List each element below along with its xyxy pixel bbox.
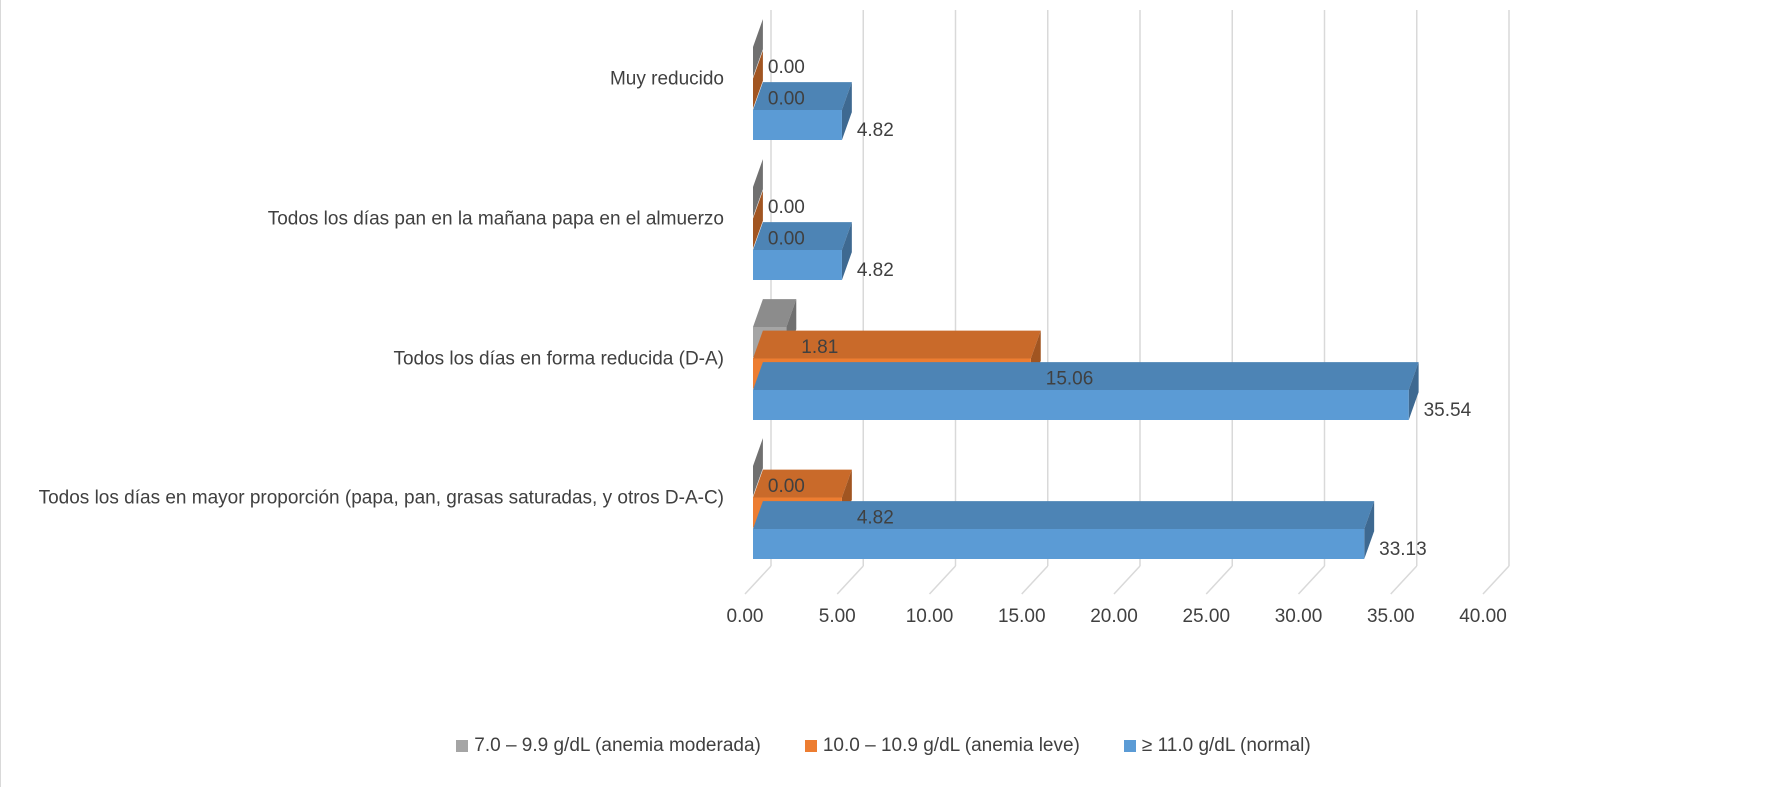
bar [753,159,763,217]
category-labels: Muy reducido Todos los días pan en la mañ… [39,69,724,509]
bar [753,362,1419,420]
bar-front-face [753,529,1365,559]
bar-side-face [1408,362,1419,420]
bar-top-face [753,469,852,498]
bar [753,501,1375,559]
bar [753,50,763,109]
floor-gridline [1297,565,1326,595]
data-label: 0.00 [768,197,805,218]
data-label: 0.00 [768,89,805,110]
legend-label: 7.0 – 9.9 g/dL (anemia moderada) [474,735,761,756]
x-tick-label: 30.00 [1275,606,1323,627]
bar [753,82,852,140]
bar-side-face [841,82,852,140]
x-tick-label: 15.00 [998,606,1046,627]
category-label: Todos los días en mayor proporción (papa… [39,488,724,509]
bars [753,19,1419,559]
floor-gridline [928,565,957,595]
legend-swatch [804,740,817,752]
legend-swatch [456,740,469,752]
category-label: Todos los días en forma reducida (D-A) [393,349,724,370]
x-tick-label: 35.00 [1367,606,1415,627]
category-label: Muy reducido [610,69,724,90]
legend-label: 10.0 – 10.9 g/dL (anemia leve) [822,735,1080,756]
x-tick-label: 20.00 [1090,606,1138,627]
x-tick-label: 40.00 [1459,606,1507,627]
data-labels: 0.00 0.00 4.82 0.00 0.00 4.82 1.81 15.06 35.54 0.… [768,57,1472,560]
x-tick-labels: 0.00 5.00 10.00 15.00 20.00 25.00 30.00 35.00 40… [727,606,1507,627]
category-label: Todos los días pan en la mañana papa en … [268,209,724,230]
floor-gridline [744,565,772,595]
bar-top-face [753,82,852,110]
legend-item-normal: ≥ 11.0 g/dL (normal) [1123,735,1311,757]
data-label: 0.00 [768,229,805,250]
bar-side-face [1364,501,1375,559]
data-label: 4.82 [857,508,894,529]
floor-gridline [1205,565,1233,595]
data-label: 0.00 [768,476,805,497]
bar-top-face [753,501,1375,529]
data-label: 35.54 [1424,400,1472,421]
legend: 7.0 – 9.9 g/dL (anemia moderada) 10.0 – … [1,735,1765,757]
bar-top-face [753,330,1041,359]
x-tick-label: 5.00 [819,606,856,627]
legend-swatch [1123,740,1136,752]
gridlines [744,10,1510,595]
x-tick-label: 10.00 [906,606,954,627]
bar-side-face [753,190,763,249]
data-label: 0.00 [768,57,805,78]
bar-side-face [841,222,852,280]
bar-side-face [753,19,763,78]
bar [753,438,763,496]
bar-top-face [753,299,797,327]
data-label: 4.82 [857,260,894,281]
x-tick-label: 0.00 [727,606,764,627]
bar-top-face [753,222,852,250]
bar-top-face [753,19,763,47]
floor-gridline [1113,565,1141,595]
bar [753,190,763,249]
floor-gridline [1021,565,1049,595]
data-label: 4.82 [857,120,894,141]
data-label: 15.06 [1046,369,1094,390]
legend-item-mild: 10.0 – 10.9 g/dL (anemia leve) [804,735,1080,757]
data-label: 33.13 [1379,539,1427,560]
floor-gridline [1390,565,1418,595]
bar [753,222,852,280]
data-label: 1.81 [801,337,838,358]
legend-label: ≥ 11.0 g/dL (normal) [1141,735,1311,756]
bar-side-face [753,159,763,217]
bar-front-face [753,250,842,280]
floor-gridline [836,565,864,595]
legend-item-moderate: 7.0 – 9.9 g/dL (anemia moderada) [456,735,761,757]
bar-side-face [753,438,763,496]
bar-side-face [753,50,763,109]
bar-top-face [753,362,1419,390]
floor-gridline [1482,565,1510,595]
bar [753,19,763,78]
x-tick-label: 25.00 [1182,606,1230,627]
bar-front-face [753,110,842,140]
bar-front-face [753,390,1409,420]
